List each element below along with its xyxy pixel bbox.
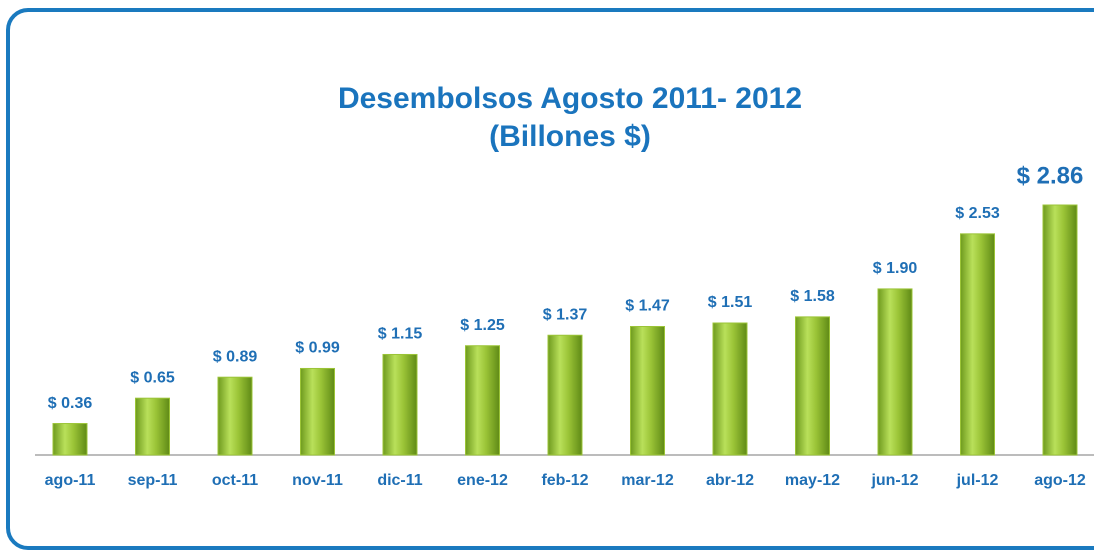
value-label: $ 2.53 — [955, 205, 1000, 222]
value-label: $ 0.65 — [130, 369, 175, 386]
x-tick-label: nov-11 — [292, 472, 343, 489]
value-label: $ 1.51 — [708, 294, 753, 311]
x-tick-label: jun-12 — [870, 472, 918, 489]
x-tick-label: feb-12 — [541, 472, 588, 489]
value-label: $ 1.25 — [460, 317, 505, 334]
bar — [1042, 204, 1078, 456]
bar — [382, 353, 418, 456]
bar — [52, 423, 88, 456]
bar — [630, 326, 665, 456]
x-tick-label: ene-12 — [457, 472, 508, 489]
value-label: $ 1.90 — [873, 260, 918, 277]
value-label: $ 1.47 — [625, 298, 670, 315]
x-tick-label: may-12 — [785, 472, 840, 489]
value-label: $ 0.36 — [48, 395, 93, 412]
value-label: $ 2.86 — [1017, 162, 1084, 189]
bar — [135, 397, 170, 456]
bar — [960, 233, 995, 456]
x-tick-label: abr-12 — [706, 472, 754, 489]
bar — [877, 288, 913, 456]
x-tick-label: ago-12 — [1034, 472, 1086, 489]
value-label: $ 1.37 — [543, 306, 588, 323]
value-label: $ 0.99 — [295, 340, 340, 357]
x-tick-label: ago-11 — [45, 472, 96, 489]
value-label: $ 1.58 — [790, 288, 835, 305]
x-tick-label: dic-11 — [377, 472, 422, 489]
bar — [795, 316, 830, 456]
bar — [300, 367, 335, 456]
value-label: $ 0.89 — [213, 348, 258, 365]
chart-subtitle: (Billones $) — [489, 120, 651, 153]
x-tick-label: mar-12 — [621, 472, 674, 489]
x-tick-label: oct-11 — [212, 472, 258, 489]
bar — [465, 345, 500, 456]
x-tick-label: jul-12 — [956, 472, 999, 489]
value-label: $ 1.15 — [378, 326, 423, 343]
x-tick-label: sep-11 — [128, 472, 178, 489]
bar — [547, 334, 583, 456]
bar — [712, 322, 748, 456]
chart-title: Desembolsos Agosto 2011- 2012 — [338, 82, 802, 115]
bar — [217, 376, 253, 456]
